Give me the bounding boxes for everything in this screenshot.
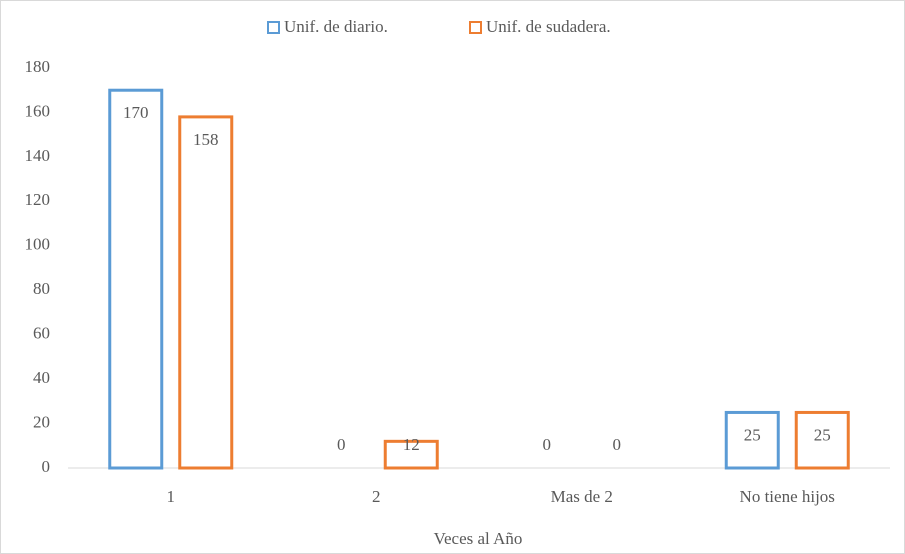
data-label: 0 [337, 435, 346, 454]
legend-swatch [267, 21, 280, 34]
legend-swatch [469, 21, 482, 34]
bar [178, 115, 234, 470]
y-tick-label: 80 [33, 279, 50, 298]
data-label: 170 [123, 103, 149, 122]
y-tick-label: 140 [25, 146, 51, 165]
x-tick-label: No tiene hijos [740, 487, 835, 506]
bar [794, 410, 850, 470]
x-tick-label: 1 [167, 487, 176, 506]
x-tick-label: 2 [372, 487, 381, 506]
y-tick-label: 120 [25, 190, 51, 209]
y-tick-label: 40 [33, 368, 50, 387]
data-label: 0 [543, 435, 552, 454]
y-tick-label: 0 [42, 457, 51, 476]
data-label: 0 [613, 435, 622, 454]
bar [108, 88, 164, 470]
y-tick-label: 160 [25, 101, 51, 120]
legend-label: Unif. de sudadera. [486, 17, 611, 36]
data-label: 12 [403, 435, 420, 454]
data-label: 158 [193, 130, 219, 149]
legend-label: Unif. de diario. [284, 17, 388, 36]
data-label: 25 [744, 425, 761, 444]
bar [724, 410, 780, 470]
y-tick-label: 60 [33, 324, 50, 343]
bar [383, 439, 439, 470]
x-axis-label: Veces al Año [434, 529, 523, 548]
y-tick-label: 20 [33, 412, 50, 431]
data-label: 25 [814, 425, 831, 444]
y-tick-label: 100 [25, 235, 51, 254]
y-tick-label: 180 [25, 57, 51, 76]
x-tick-label: Mas de 2 [551, 487, 613, 506]
